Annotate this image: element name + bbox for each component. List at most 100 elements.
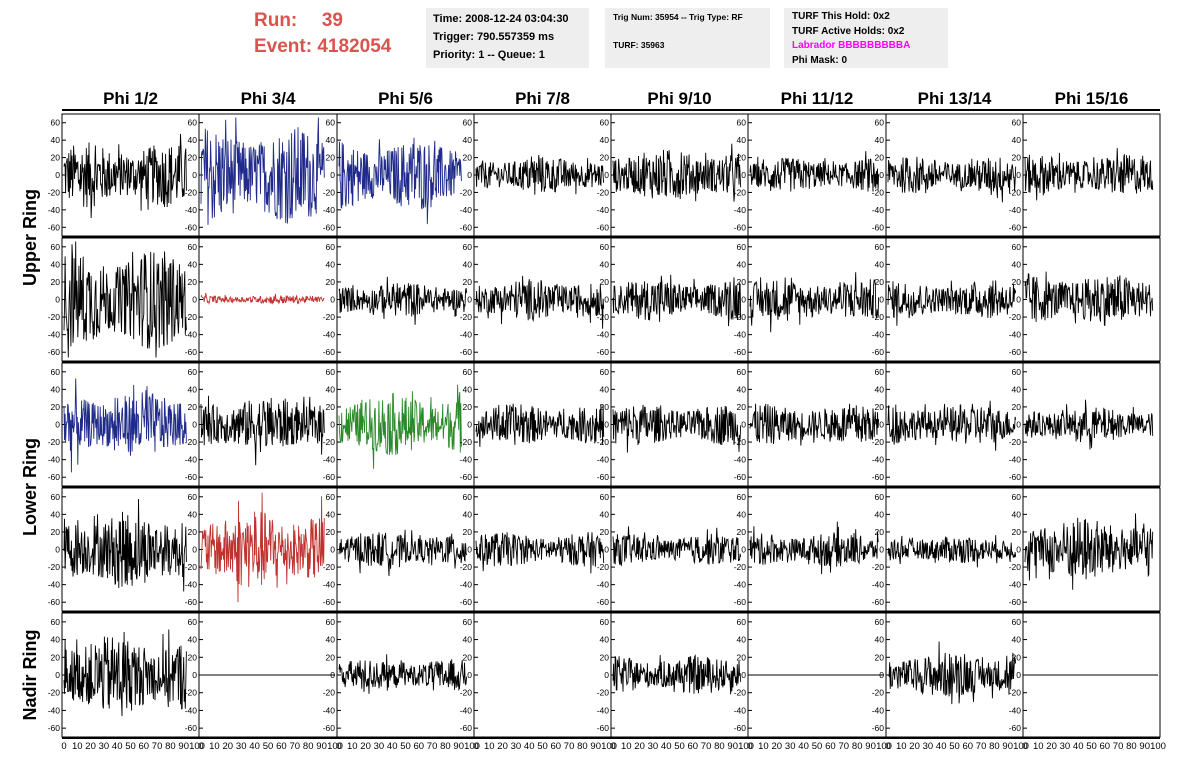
y-tick-label: -20 [185,187,198,197]
x-tick-label: 40 [936,741,947,752]
y-tick-label: 60 [875,617,885,627]
waveform-trace [749,272,880,333]
y-tick-label: 20 [1012,402,1022,412]
run-event-header: Run: 39 Event: 4182054 [254,8,414,60]
phi-mask-text: Phi Mask: 0 [792,54,848,66]
x-tick-label: 20 [772,741,783,752]
y-tick-label: 0 [879,670,884,680]
y-tick-label: 0 [879,420,884,430]
y-tick-label: 40 [1012,384,1022,394]
y-tick-label: 0 [330,420,335,430]
x-tick-label: 0 [336,741,341,752]
x-tick-label: 90 [865,741,876,752]
y-tick-label: 20 [1012,652,1022,662]
y-tick-label: 20 [875,527,885,537]
y-tick-label: 0 [879,295,884,305]
y-tick-label: 20 [875,402,885,412]
y-tick-label: -20 [323,187,336,197]
y-tick-label: 0 [192,420,197,430]
x-tick-label: 0 [1022,741,1027,752]
y-tick-label: 20 [326,527,336,537]
y-tick-label: 40 [326,259,336,269]
y-tick-label: 60 [188,242,198,252]
y-tick-label: 60 [600,242,610,252]
waveform-panel: 60 40 20 0 -20 -40 -60 [460,113,612,237]
waveform-trace [749,151,880,192]
x-tick-label: 100 [876,741,892,752]
y-tick-label: 20 [51,277,61,287]
x-tick-label: 40 [661,741,672,752]
y-tick-label: 20 [600,527,610,537]
waveform-trace [887,280,1017,326]
x-tick-label: 10 [621,741,632,752]
x-tick-label: 60 [963,741,974,752]
turf-hold-text: TURF This Hold: 0x2 [792,11,890,22]
y-tick-label: -60 [734,472,747,482]
y-tick-label: 40 [463,384,473,394]
y-tick-label: -60 [185,597,198,607]
y-tick-label: 60 [875,367,885,377]
waveform-panel: 60 40 20 0 -20 -40 -60 [185,612,338,738]
y-tick-label: 40 [875,135,885,145]
trig-info-box: Trig Num: 35954 -- Trig Type: RF TURF: 3… [605,8,770,68]
x-tick-label: 60 [688,741,699,752]
waveform-trace [612,274,742,327]
y-tick-label: 20 [463,153,473,163]
y-tick-label: -20 [48,437,61,447]
y-tick-label: -20 [185,562,198,572]
waveform-trace [475,532,605,574]
y-tick-label: 0 [55,545,60,555]
y-tick-label: -40 [323,455,336,465]
y-tick-label: 0 [55,170,60,180]
y-tick-label: -40 [460,205,473,215]
waveform-panel: 60 40 20 0 -20 -40 -60 [48,362,200,487]
y-tick-label: 60 [463,242,473,252]
y-tick-label: -20 [597,437,610,447]
y-tick-label: -40 [1009,330,1022,340]
y-tick-label: 20 [1012,277,1022,287]
y-tick-label: -20 [323,688,336,698]
x-tick-label: 60 [139,741,150,752]
turf-info-box: TURF This Hold: 0x2 TURF Active Holds: 0… [784,8,948,68]
y-tick-label: 60 [600,492,610,502]
y-tick-label: 20 [463,402,473,412]
x-tick-label: 20 [85,741,96,752]
waveform-panel: 60 40 20 0 -20 -40 -60 [597,113,749,237]
y-tick-label: 0 [55,420,60,430]
waveform-trace [338,137,462,225]
y-tick-label: -60 [460,472,473,482]
event-line: Event: 4182054 [254,34,414,60]
y-tick-label: -40 [48,205,61,215]
column-title: Phi 7/8 [515,89,570,108]
y-tick-label: -60 [1009,222,1022,232]
y-tick-label: 20 [188,527,198,537]
y-tick-label: 60 [188,118,198,128]
y-tick-label: -40 [460,330,473,340]
y-tick-label: 40 [463,635,473,645]
waveform-panel: 60 40 20 0 -20 -40 -60 [48,612,200,738]
y-tick-label: 0 [741,545,746,555]
y-tick-label: 20 [875,153,885,163]
trig-num-text: Trig Num: 35954 -- Trig Type: RF [613,12,743,22]
y-tick-label: 40 [875,384,885,394]
waveform-panel: 60 40 20 0 -20 -40 -60 [1009,237,1161,362]
y-tick-label: 20 [1012,527,1022,537]
y-tick-label: 0 [55,670,60,680]
y-tick-label: -40 [323,705,336,715]
y-tick-label: 20 [51,527,61,537]
waveform-panel: 60 40 20 0 -20 -40 -60 [460,612,612,738]
y-tick-label: -60 [48,723,61,733]
y-tick-label: 40 [188,135,198,145]
y-tick-label: -60 [872,597,885,607]
y-tick-label: 20 [463,527,473,537]
y-tick-label: 60 [1012,118,1022,128]
y-tick-label: -60 [1009,597,1022,607]
y-tick-label: -20 [1009,562,1022,572]
y-tick-label: 40 [51,259,61,269]
waveform-panel: 60 40 20 0 -20 -40 -60 [323,113,475,237]
y-tick-label: -20 [323,437,336,447]
x-tick-label: 10 [347,741,358,752]
y-tick-label: -60 [323,347,336,357]
y-tick-label: 60 [463,617,473,627]
y-tick-label: 60 [326,242,336,252]
